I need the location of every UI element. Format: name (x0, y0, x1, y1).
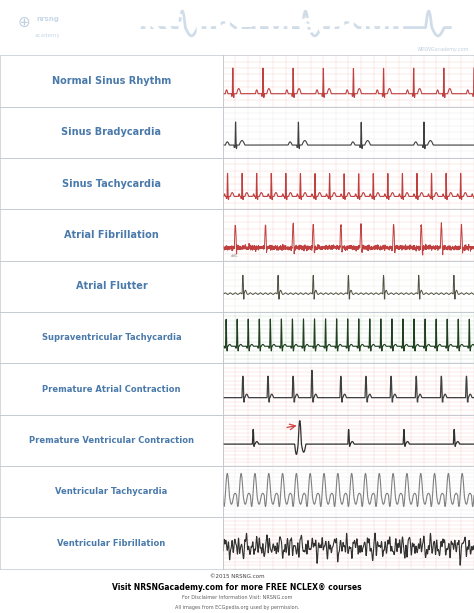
Text: Sinus Tachycardia: Sinus Tachycardia (62, 178, 161, 189)
Text: NRSNGacademy.com: NRSNGacademy.com (418, 47, 469, 52)
Text: EKG Interpretation: EKG Interpretation (126, 13, 405, 39)
Text: academy: academy (35, 33, 60, 39)
Text: Supraventricular Tachycardia: Supraventricular Tachycardia (42, 333, 181, 342)
Text: Premature Ventricular Contraction: Premature Ventricular Contraction (29, 436, 194, 445)
Text: Ventricular Fibrillation: Ventricular Fibrillation (57, 539, 165, 547)
Text: Visit NRSNGacademy.com for more FREE NCLEX® courses: Visit NRSNGacademy.com for more FREE NCL… (112, 583, 362, 592)
Text: All images from ECGpedia.org used by permission.: All images from ECGpedia.org used by per… (175, 605, 299, 610)
Text: ⊕: ⊕ (18, 15, 30, 29)
Text: nrsng: nrsng (36, 17, 59, 22)
Text: Premature Atrial Contraction: Premature Atrial Contraction (42, 384, 181, 394)
Text: aVL: aVL (230, 254, 238, 259)
Text: Normal Sinus Rhythm: Normal Sinus Rhythm (52, 76, 171, 86)
Text: Ventricular Tachycardia: Ventricular Tachycardia (55, 487, 167, 497)
Text: For Disclaimer Information Visit: NRSNG.com: For Disclaimer Information Visit: NRSNG.… (182, 595, 292, 600)
Text: Atrial Flutter: Atrial Flutter (75, 281, 147, 291)
Text: ©2015 NRSNG.com: ©2015 NRSNG.com (210, 574, 264, 579)
Text: Sinus Bradycardia: Sinus Bradycardia (62, 128, 161, 137)
Text: Atrial Fibrillation: Atrial Fibrillation (64, 230, 159, 240)
